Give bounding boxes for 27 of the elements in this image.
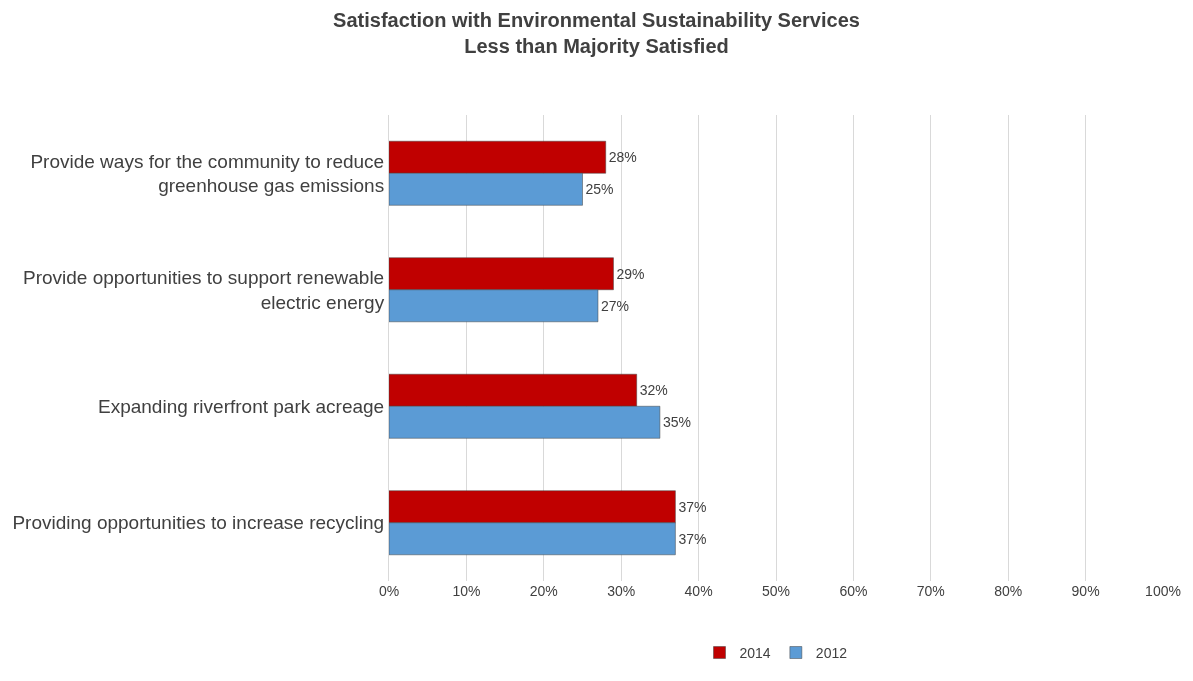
data-label: 28% xyxy=(608,149,637,166)
legend-label: 2014 xyxy=(739,644,771,661)
x-tick-label: 70% xyxy=(916,583,945,599)
x-tick-label: 10% xyxy=(452,583,481,599)
data-label: 25% xyxy=(585,181,614,198)
legend-label: 2012 xyxy=(815,644,848,661)
chart-title: Satisfaction with Environmental Sustainability Services xyxy=(333,9,860,32)
y-tick-label: Providing opportunities to increase recycling xyxy=(12,512,385,534)
x-tick-label: 20% xyxy=(529,583,558,599)
data-label: 35% xyxy=(662,414,691,431)
x-tick-label: 60% xyxy=(839,583,868,599)
x-tick-label: 30% xyxy=(607,583,636,599)
x-tick-label: 50% xyxy=(761,583,791,599)
chart-subtitle: Less than Majority Satisfied xyxy=(464,35,729,58)
data-label: 37% xyxy=(678,498,707,515)
y-tick-label: Provide ways for the community to reduce greenhouse gas emissions xyxy=(30,150,385,197)
x-tick-label: 80% xyxy=(994,583,1023,599)
y-tick-label: Provide opportunities to support renewable electric energy xyxy=(22,267,385,313)
data-label: 27% xyxy=(600,297,630,314)
x-tick-label: 0% xyxy=(378,583,400,599)
x-tick-label: 40% xyxy=(684,583,713,599)
x-tick-label: 90% xyxy=(1071,583,1100,599)
data-label: 37% xyxy=(678,530,707,547)
x-tick-label: 100% xyxy=(1145,583,1181,599)
data-label: 32% xyxy=(639,382,668,399)
y-tick-label: Expanding riverfront park acreage xyxy=(97,395,385,417)
data-label: 29% xyxy=(616,265,645,282)
